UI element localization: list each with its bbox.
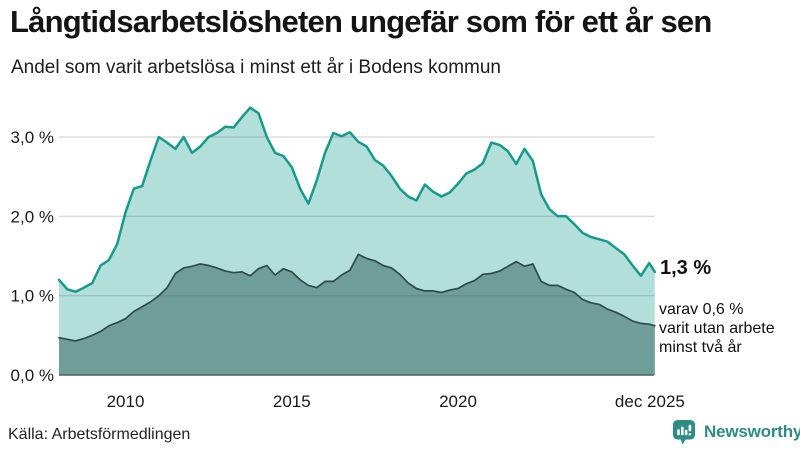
source-note: Källa: Arbetsförmedlingen [8,426,191,443]
newsworthy-brand: Newsworthy [672,419,800,446]
x-tick-label: dec 2025 [615,392,685,411]
series-line-1 [58,253,656,342]
page-subtitle: Andel som varit arbetslösa i minst ett å… [11,57,501,78]
y-tick-label: 3,0 % [11,128,54,147]
newsworthy-logo-text: Newsworthy [704,422,800,441]
end-detail-line: varav 0,6 % [659,301,744,318]
x-tick-label: 2010 [107,392,145,411]
end-detail-line: varit utan arbete [659,320,775,337]
y-tick-label: 0,0 % [11,366,54,385]
series-area-1 [59,254,655,375]
y-tick-label: 2,0 % [11,207,54,226]
x-tick-label: 2015 [273,392,311,411]
unemployment-area-chart: 0,0 % 1,0 % 2,0 % 3,0 % 2010 2015 2020 dec 2025 [11,106,685,411]
x-tick-label: 2020 [439,392,477,411]
newsworthy-logo-icon [673,420,695,445]
y-tick-label: 1,0 % [11,287,54,306]
end-value-label: 1,3 % [660,257,712,279]
end-detail-label: varav 0,6 % varit utan arbete minst två … [659,300,775,357]
series-line-0 [57,106,657,293]
end-detail-line: minst två år [659,339,742,356]
page-title: Långtidsarbetslösheten ungefär som för e… [10,4,712,39]
